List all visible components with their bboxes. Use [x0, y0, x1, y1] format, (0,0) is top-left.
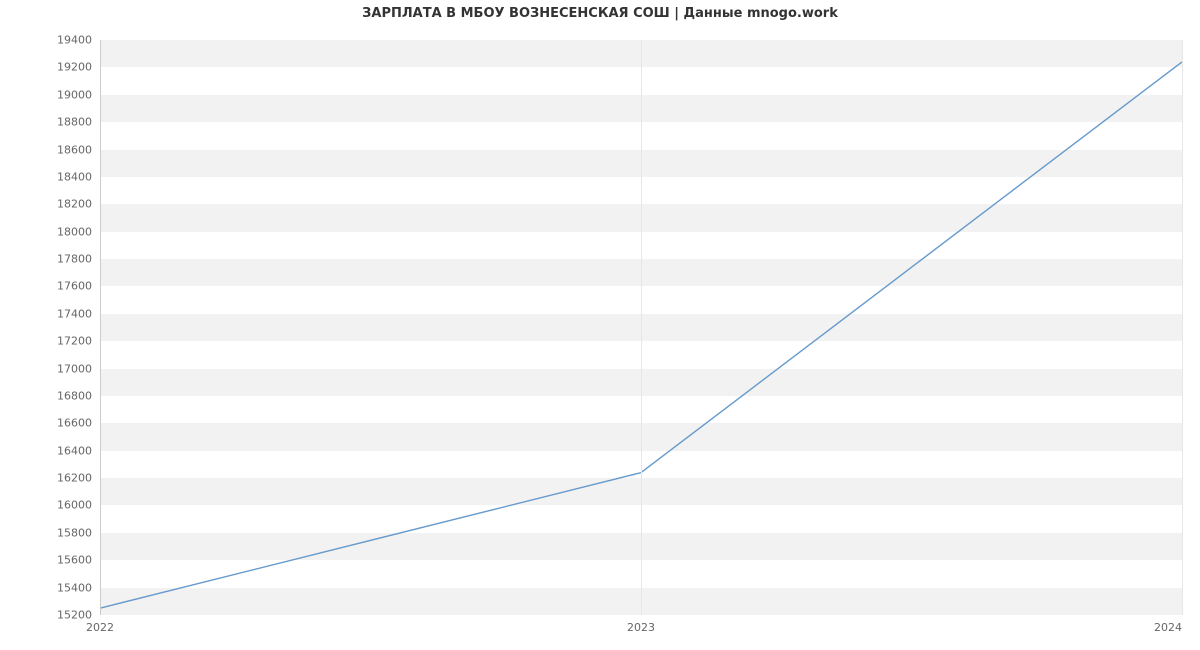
y-tick-label: 16000 [46, 499, 92, 512]
line-chart: ЗАРПЛАТА В МБОУ ВОЗНЕСЕНСКАЯ СОШ | Данны… [0, 0, 1200, 650]
x-gridline [641, 40, 642, 615]
y-tick-label: 15400 [46, 581, 92, 594]
x-gridline [1182, 40, 1183, 615]
y-tick-label: 19200 [46, 61, 92, 74]
y-tick-label: 18000 [46, 225, 92, 238]
y-tick-label: 17600 [46, 280, 92, 293]
y-tick-label: 15200 [46, 609, 92, 622]
y-axis-line [100, 40, 101, 615]
y-tick-label: 18800 [46, 116, 92, 129]
x-tick-label: 2022 [86, 621, 114, 634]
y-tick-label: 18600 [46, 143, 92, 156]
y-tick-label: 17200 [46, 335, 92, 348]
chart-title: ЗАРПЛАТА В МБОУ ВОЗНЕСЕНСКАЯ СОШ | Данны… [0, 6, 1200, 21]
y-tick-label: 17000 [46, 362, 92, 375]
y-tick-label: 18200 [46, 198, 92, 211]
y-tick-label: 16200 [46, 472, 92, 485]
x-tick-label: 2024 [1154, 621, 1182, 634]
y-tick-label: 16600 [46, 417, 92, 430]
y-tick-label: 16400 [46, 444, 92, 457]
y-tick-label: 17400 [46, 307, 92, 320]
y-tick-label: 18400 [46, 170, 92, 183]
y-tick-label: 19000 [46, 88, 92, 101]
y-tick-label: 15600 [46, 554, 92, 567]
y-tick-label: 15800 [46, 526, 92, 539]
plot-area [100, 40, 1182, 615]
y-tick-label: 16800 [46, 389, 92, 402]
x-tick-label: 2023 [627, 621, 655, 634]
y-tick-label: 19400 [46, 34, 92, 47]
y-tick-label: 17800 [46, 253, 92, 266]
